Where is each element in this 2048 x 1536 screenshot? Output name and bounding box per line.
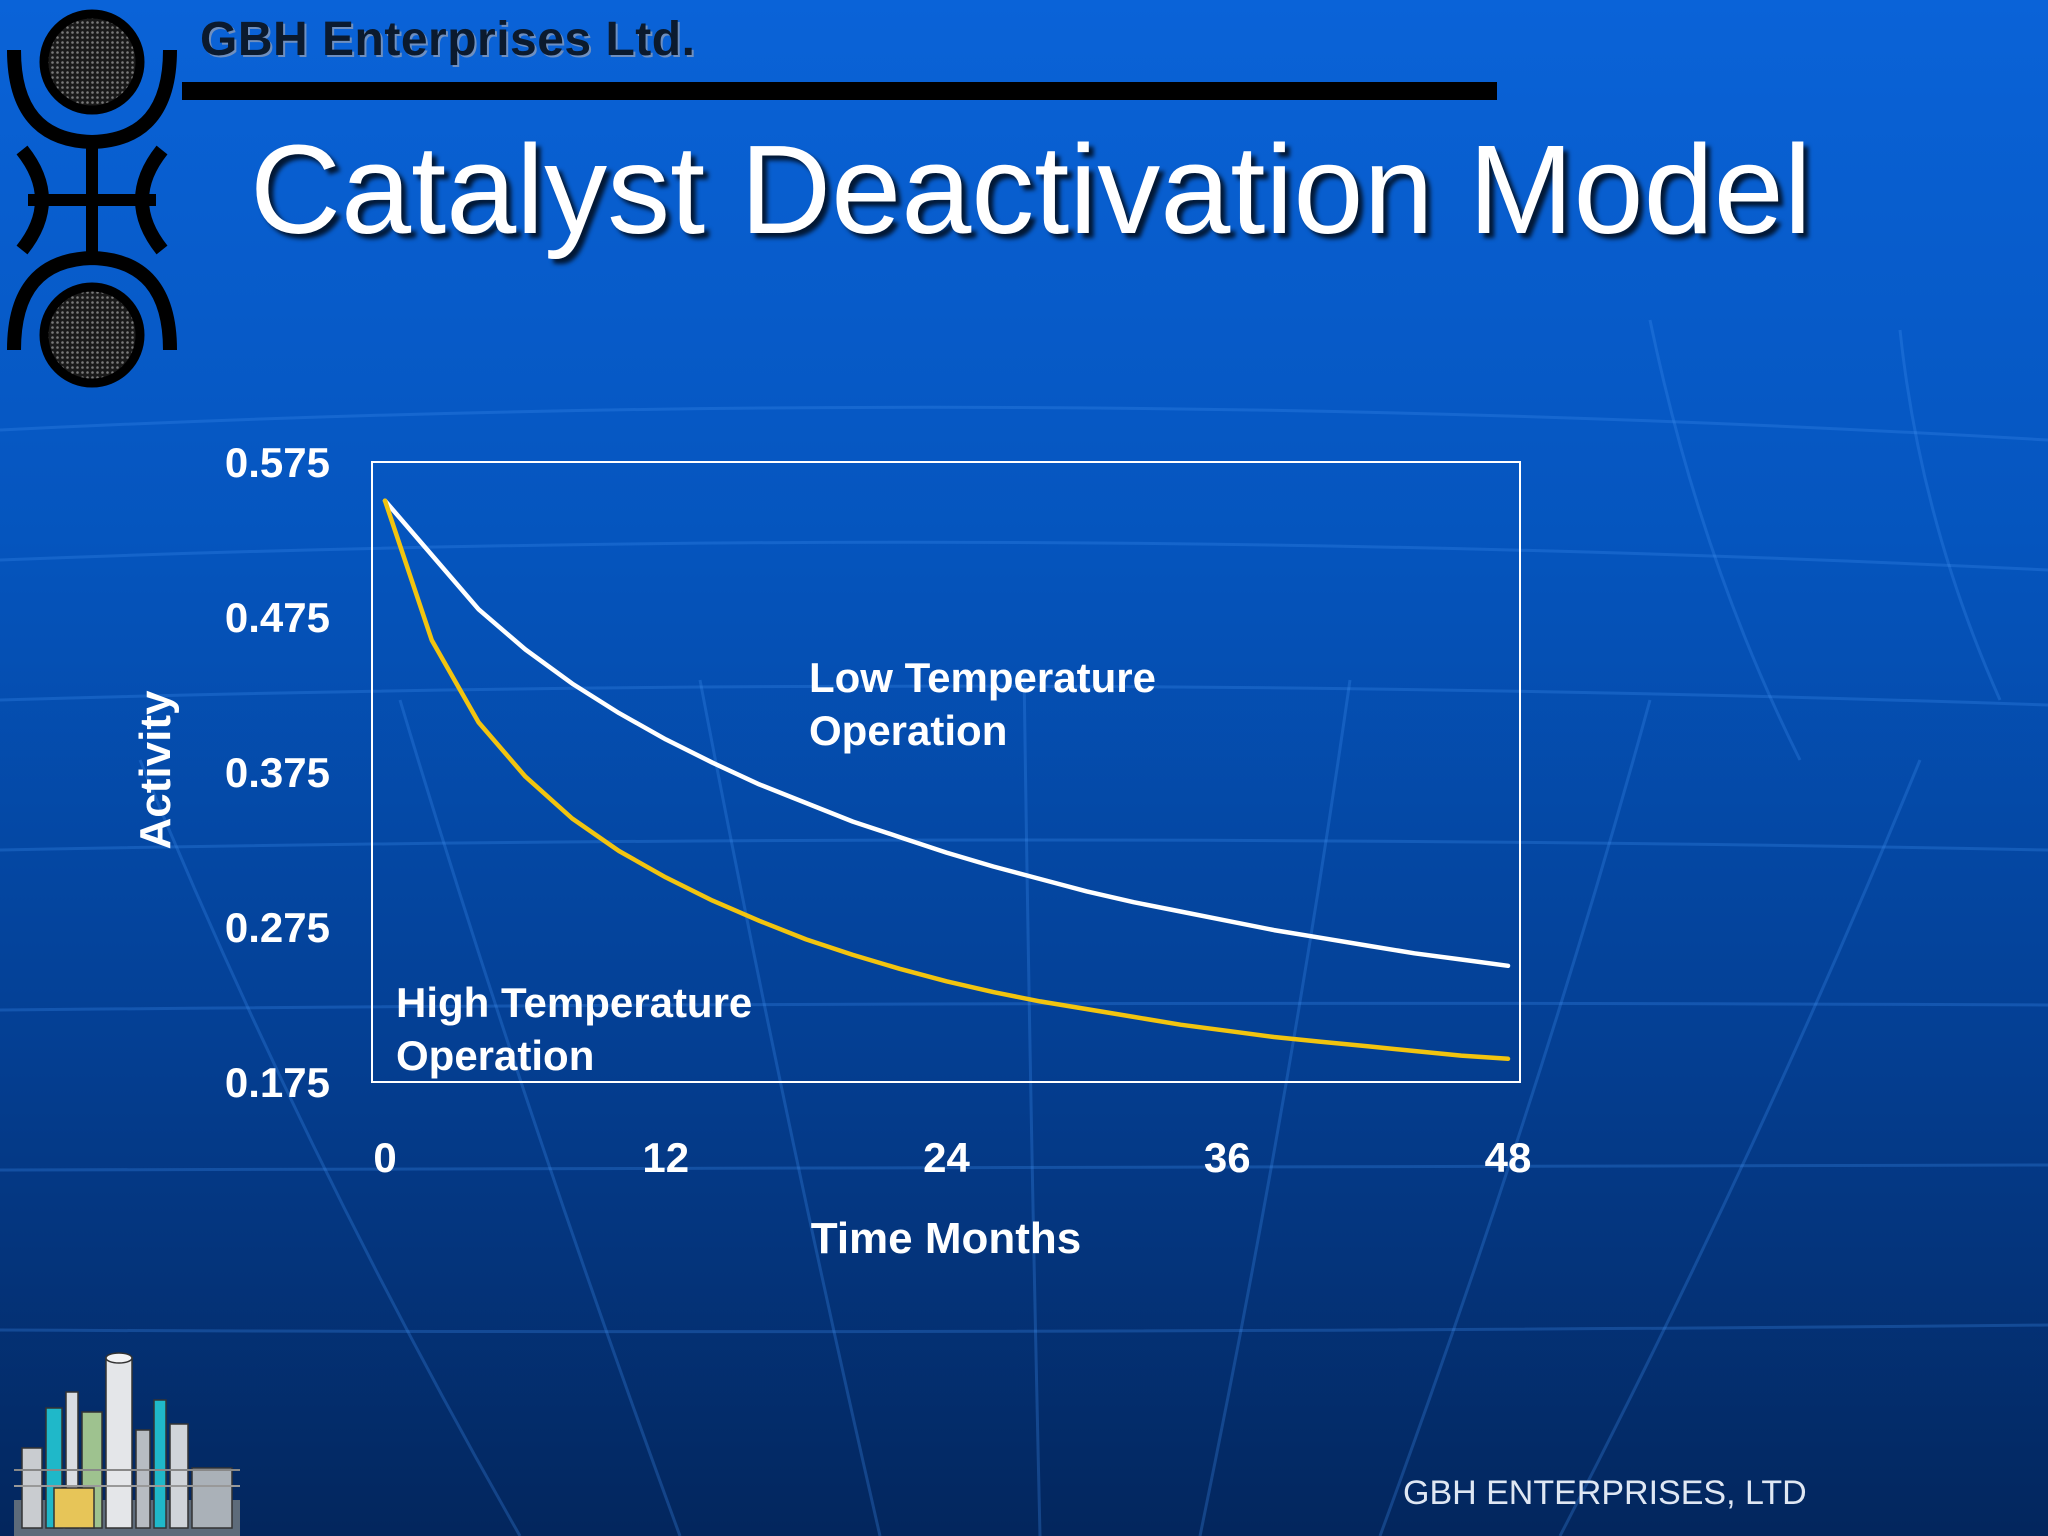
x-tick-label: 48 xyxy=(1485,1134,1532,1181)
x-tick-label: 24 xyxy=(923,1134,970,1181)
industrial-plant-icon xyxy=(14,1352,240,1536)
low-temperature-series-line xyxy=(382,498,1511,969)
gbh-logo-icon xyxy=(7,9,177,388)
high-temperature-annotation-line-2: Operation xyxy=(396,1032,594,1079)
low-temperature-annotation-line-1: Low Temperature xyxy=(809,654,1156,701)
y-tick-labels: 0.575 0.475 0.375 0.275 0.175 xyxy=(225,439,330,1106)
x-axis-label: Time Months xyxy=(811,1214,1082,1263)
x-tick-labels: 0 12 24 36 48 xyxy=(373,1134,1531,1181)
high-temperature-series-line xyxy=(382,498,1511,1062)
y-tick-label: 0.275 xyxy=(225,904,330,951)
y-tick-label: 0.475 xyxy=(225,594,330,641)
x-tick-label: 12 xyxy=(642,1134,689,1181)
high-temperature-annotation-line-1: High Temperature xyxy=(396,979,752,1026)
plot-frame xyxy=(371,461,1521,1083)
y-tick-label: 0.575 xyxy=(225,439,330,486)
slide-title: Catalyst Deactivation Model xyxy=(250,119,1812,260)
low-temperature-annotation-line-2: Operation xyxy=(809,707,1007,754)
y-tick-label: 0.175 xyxy=(225,1059,330,1106)
series-lines xyxy=(382,498,1511,1062)
x-tick-label: 36 xyxy=(1204,1134,1251,1181)
y-tick-label: 0.375 xyxy=(225,749,330,796)
footer-company-name: GBH ENTERPRISES, LTD xyxy=(1403,1474,1807,1512)
x-tick-label: 0 xyxy=(373,1134,396,1181)
header-divider xyxy=(182,82,1497,100)
company-name-header: GBH Enterprises Ltd. xyxy=(200,13,696,66)
y-axis-label: Activity xyxy=(131,690,180,849)
